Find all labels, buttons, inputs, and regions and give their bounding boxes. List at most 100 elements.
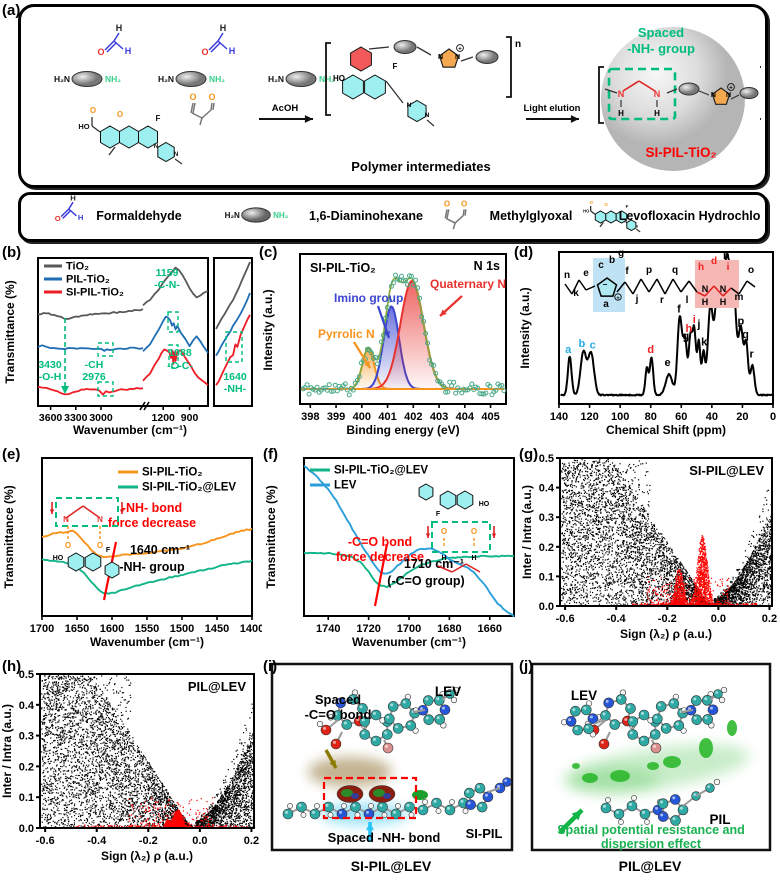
- panel-a-tag: (a): [2, 2, 21, 19]
- svg-text:Formaldehyde: Formaldehyde: [96, 209, 181, 223]
- svg-text:Spaced: Spaced: [315, 692, 361, 707]
- svg-text:-C=O bond: -C=O bond: [348, 535, 412, 549]
- svg-text:F: F: [626, 204, 629, 209]
- svg-text:Polymer intermediates: Polymer intermediates: [351, 159, 490, 174]
- svg-text:1650: 1650: [65, 623, 89, 635]
- svg-text:SI-PIL-TiO₂@LEV: SI-PIL-TiO₂@LEV: [334, 465, 428, 477]
- svg-text:Spaced: Spaced: [638, 25, 684, 40]
- panel-a-scheme: H O H H O H H₂N NH₂ H₂N NH₂ H₂N NH₂ HO O O F N N O O AcOH HO F…: [18, 4, 772, 188]
- svg-text:H: H: [702, 297, 709, 307]
- panel-i-caption: SI-PIL@LEV: [350, 858, 432, 874]
- svg-text:Chemical Shift (ppm): Chemical Shift (ppm): [606, 423, 726, 437]
- svg-text:O: O: [461, 200, 467, 209]
- svg-text:b: b: [609, 255, 615, 266]
- svg-text:LEV: LEV: [435, 684, 461, 699]
- svg-text:SI-PIL-TiO₂@LEV: SI-PIL-TiO₂@LEV: [142, 482, 236, 494]
- svg-text:a: a: [603, 299, 609, 310]
- svg-text:-NH- group: -NH- group: [119, 560, 185, 574]
- svg-text:d: d: [711, 256, 717, 267]
- svg-text:140: 140: [550, 411, 568, 423]
- svg-text:N: N: [654, 89, 661, 99]
- svg-text:k: k: [701, 336, 708, 348]
- svg-text:Methylglyoxal: Methylglyoxal: [490, 209, 573, 223]
- svg-text:Light elution: Light elution: [524, 103, 581, 114]
- svg-text:SI-PIL-TiO₂: SI-PIL-TiO₂: [310, 261, 376, 275]
- nmr-chart: abcdefghijklmnopqr140120100806040200Chem…: [518, 248, 776, 437]
- svg-text:j: j: [635, 294, 639, 305]
- svg-text:1720: 1720: [356, 623, 380, 635]
- svg-text:SI-PIL-TiO₂: SI-PIL-TiO₂: [66, 287, 124, 299]
- svg-text:Quaternary N: Quaternary N: [430, 277, 506, 291]
- svg-text:-O-H: -O-H: [39, 371, 62, 383]
- panel-i-model: Spaced -C=O bond LEV Spaced -NH- bond SI-PIL: [262, 662, 520, 859]
- svg-text:401: 401: [378, 411, 396, 423]
- svg-text:Transmittance (%): Transmittance (%): [2, 485, 16, 588]
- svg-text:(-C=O group): (-C=O group): [387, 574, 464, 588]
- svg-text:O: O: [97, 541, 103, 550]
- svg-text:e: e: [664, 357, 670, 369]
- svg-text:HO: HO: [53, 555, 64, 562]
- svg-text:Pyrrolic N: Pyrrolic N: [318, 327, 375, 341]
- svg-text:1640 cm⁻¹: 1640 cm⁻¹: [130, 543, 190, 557]
- svg-text:HO: HO: [479, 501, 490, 508]
- svg-text:0: 0: [770, 411, 776, 423]
- panel-e-tag: (e): [2, 446, 21, 463]
- svg-text:NH₂: NH₂: [319, 74, 335, 84]
- svg-text:e: e: [583, 268, 589, 279]
- ftir-nh-chart: 1700 1650 1600 1550 1500 1450 1400 Wavenumber (…: [2, 457, 264, 649]
- svg-text:1640: 1640: [223, 371, 247, 383]
- svg-text:n: n: [515, 39, 521, 50]
- svg-text:l: l: [686, 295, 689, 306]
- svg-text:-C=O bond: -C=O bond: [305, 707, 372, 722]
- svg-text:Imino group: Imino group: [334, 291, 403, 305]
- panel-j-tag: (j): [519, 658, 534, 675]
- svg-text:O: O: [201, 47, 208, 57]
- nci-scatter-sipil: [520, 448, 780, 658]
- svg-text:HO: HO: [78, 122, 89, 131]
- svg-text:O: O: [604, 202, 608, 207]
- svg-text:n: n: [564, 270, 570, 281]
- svg-text:20: 20: [736, 411, 748, 423]
- svg-text:1700: 1700: [397, 623, 421, 635]
- svg-text:r: r: [749, 348, 754, 360]
- svg-text:g: g: [683, 330, 690, 342]
- svg-text:d: d: [647, 344, 654, 356]
- panel-f-ftir-co: 1740 1720 1700 1680 1660 Wavenumber (cm⁻¹) Tra…: [262, 448, 520, 663]
- svg-text:i: i: [727, 262, 730, 273]
- svg-text:−: −: [603, 280, 608, 289]
- svg-text:F: F: [106, 547, 111, 554]
- svg-text:N: N: [438, 54, 443, 61]
- svg-text:i: i: [693, 314, 696, 326]
- svg-text:N: N: [425, 112, 430, 119]
- svg-text:-NH-: -NH-: [224, 383, 247, 395]
- svg-text:-NH- bond: -NH- bond: [122, 501, 182, 515]
- svg-text:400: 400: [353, 411, 371, 423]
- svg-text:g: g: [618, 248, 624, 259]
- svg-text:H: H: [471, 555, 476, 562]
- svg-text:SI-PIL-TiO₂: SI-PIL-TiO₂: [142, 467, 202, 479]
- svg-text:2976: 2976: [82, 371, 106, 383]
- nci-scatter-pil: [0, 662, 262, 880]
- svg-text:O: O: [117, 110, 123, 119]
- svg-text:N: N: [702, 284, 709, 294]
- svg-text:100: 100: [611, 411, 629, 423]
- svg-text:3300: 3300: [64, 412, 88, 424]
- svg-text:c: c: [598, 260, 604, 271]
- svg-text:1159: 1159: [156, 267, 179, 279]
- svg-text:F: F: [156, 114, 161, 123]
- svg-text:O: O: [65, 541, 71, 550]
- panel-h-nci-scatter: [0, 662, 262, 880]
- svg-text:Wavenumber (cm⁻¹): Wavenumber (cm⁻¹): [73, 423, 187, 437]
- svg-text:j: j: [696, 319, 700, 331]
- svg-text:F: F: [436, 511, 441, 518]
- panel-i-tag: (i): [263, 658, 278, 675]
- svg-text:N: N: [726, 92, 731, 99]
- svg-text:1550: 1550: [135, 623, 159, 635]
- svg-text:dispersion effect: dispersion effect: [601, 837, 702, 851]
- panel-g-nci-scatter: [520, 448, 780, 658]
- svg-text:40: 40: [706, 411, 718, 423]
- svg-text:q: q: [672, 265, 678, 276]
